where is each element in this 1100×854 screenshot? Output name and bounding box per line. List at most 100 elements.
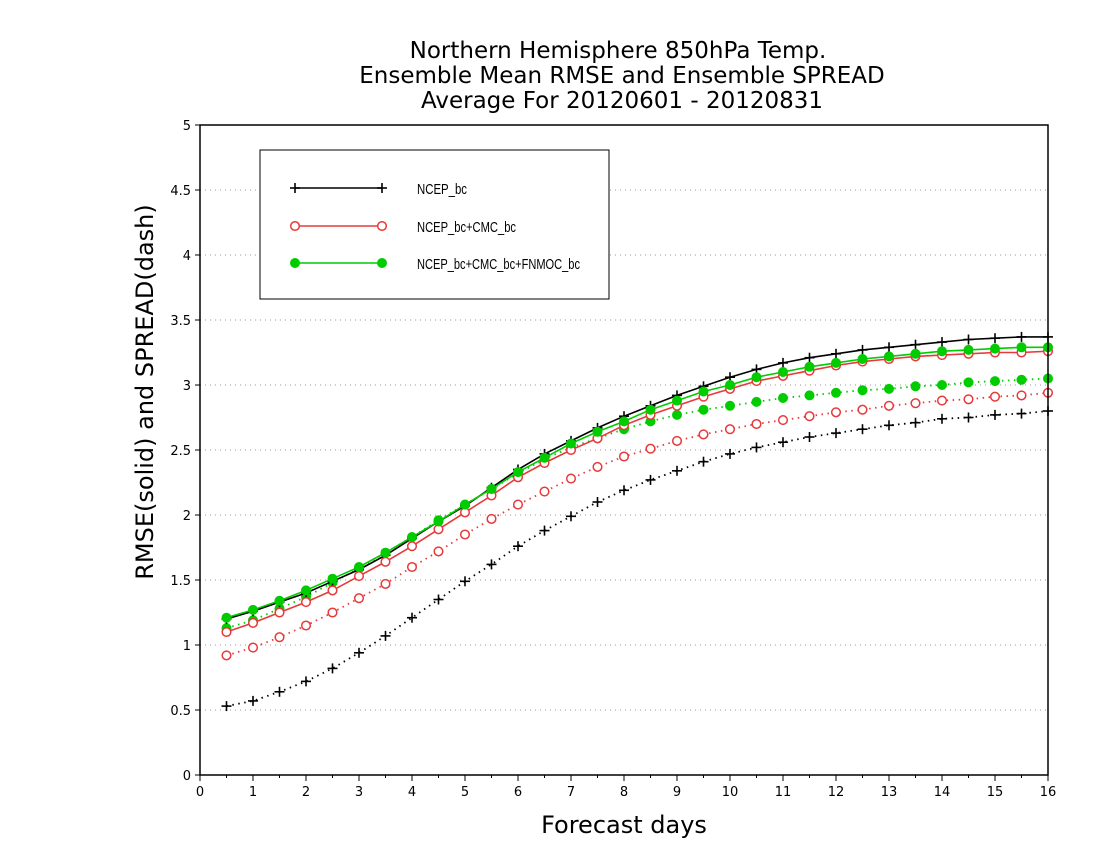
data-point bbox=[274, 632, 285, 643]
data-point bbox=[698, 404, 709, 415]
data-point bbox=[963, 412, 974, 423]
data-point bbox=[884, 342, 894, 353]
data-point bbox=[221, 701, 232, 712]
data-point bbox=[804, 390, 815, 401]
legend-label: NCEP_bc bbox=[417, 181, 467, 198]
data-point bbox=[751, 442, 762, 453]
data-point bbox=[937, 337, 947, 348]
data-point bbox=[937, 346, 948, 357]
series-line bbox=[226, 336, 1048, 620]
y-tick-label: 1.5 bbox=[170, 574, 191, 589]
data-point bbox=[884, 351, 895, 362]
data-point bbox=[274, 607, 285, 618]
data-point bbox=[1016, 374, 1027, 385]
data-point bbox=[513, 541, 523, 552]
data-point bbox=[406, 561, 418, 573]
series-spread-2 bbox=[221, 373, 1054, 634]
y-tick-label: 4.5 bbox=[170, 184, 191, 199]
x-tick-label: 3 bbox=[355, 785, 363, 800]
x-tick-label: 2 bbox=[302, 785, 310, 800]
data-point bbox=[327, 607, 338, 618]
data-point bbox=[645, 404, 656, 415]
data-point bbox=[990, 333, 1000, 344]
data-point bbox=[698, 456, 709, 467]
legend-items: NCEP_bc NCEP_bc+CMC_bc NCEP_bc+CMC_bc+FNMO… bbox=[289, 181, 580, 273]
data-point bbox=[406, 532, 417, 543]
x-tick-label: 0 bbox=[196, 785, 204, 800]
data-point bbox=[380, 547, 391, 558]
data-point bbox=[778, 392, 789, 403]
series-rmse-2 bbox=[221, 342, 1054, 623]
data-point bbox=[380, 556, 391, 567]
data-point bbox=[778, 437, 788, 448]
data-point bbox=[566, 438, 577, 449]
x-tick-label: 10 bbox=[722, 785, 739, 800]
x-tick-label: 4 bbox=[408, 785, 416, 800]
data-point bbox=[645, 443, 656, 454]
data-point bbox=[380, 578, 391, 589]
x-tick-label: 12 bbox=[828, 785, 845, 800]
title-line-1: Northern Hemisphere 850hPa Temp. bbox=[410, 38, 827, 64]
data-point bbox=[1016, 342, 1027, 353]
data-point bbox=[671, 435, 683, 446]
series-lines bbox=[221, 331, 1054, 712]
data-point bbox=[698, 429, 709, 440]
data-point bbox=[539, 486, 550, 497]
data-point bbox=[990, 343, 1001, 354]
data-point bbox=[857, 385, 868, 396]
data-point bbox=[247, 642, 259, 653]
legend-marker bbox=[290, 183, 300, 193]
data-point bbox=[751, 396, 762, 407]
data-point bbox=[910, 348, 921, 359]
data-point bbox=[619, 485, 629, 496]
data-point bbox=[884, 383, 895, 394]
x-tick-label: 7 bbox=[567, 785, 575, 800]
legend-item: NCEP_bc+CMC_bc+FNMOC_bc bbox=[289, 256, 580, 273]
legend-marker bbox=[377, 183, 387, 193]
data-point bbox=[247, 617, 259, 628]
series-line bbox=[226, 350, 1049, 633]
series-spread-0 bbox=[221, 406, 1053, 712]
data-point bbox=[804, 411, 815, 422]
data-point bbox=[460, 576, 470, 587]
data-point bbox=[300, 620, 312, 631]
data-point bbox=[990, 376, 1001, 387]
y-tick-label: 1 bbox=[183, 639, 191, 654]
data-point bbox=[725, 379, 736, 390]
data-point bbox=[300, 585, 311, 596]
data-point bbox=[804, 352, 815, 363]
x-tick-label: 8 bbox=[620, 785, 628, 800]
y-tick-label: 3.5 bbox=[170, 314, 191, 329]
legend-marker bbox=[289, 220, 301, 232]
legend-marker bbox=[376, 220, 388, 232]
data-point bbox=[353, 571, 365, 582]
data-point bbox=[963, 334, 974, 345]
data-point bbox=[1016, 408, 1027, 419]
title-line-3: Average For 20120601 - 20120831 bbox=[421, 88, 823, 114]
data-point bbox=[1016, 331, 1027, 342]
data-point bbox=[221, 612, 232, 623]
legend-marker bbox=[376, 257, 387, 268]
data-point bbox=[910, 417, 921, 428]
data-point bbox=[778, 366, 789, 377]
x-tick-label: 16 bbox=[1040, 785, 1057, 800]
data-point bbox=[936, 395, 948, 406]
data-point bbox=[592, 497, 603, 507]
data-point bbox=[300, 597, 312, 608]
data-point bbox=[857, 344, 868, 355]
data-point bbox=[592, 426, 603, 437]
data-point bbox=[831, 348, 841, 359]
legend-label: NCEP_bc+CMC_bc bbox=[417, 219, 516, 236]
x-axis-title: Forecast days bbox=[541, 811, 707, 839]
data-point bbox=[486, 559, 497, 570]
data-point bbox=[566, 511, 576, 522]
data-point bbox=[963, 377, 974, 388]
data-point bbox=[804, 361, 815, 372]
series-line bbox=[226, 410, 1049, 707]
data-point bbox=[512, 499, 524, 510]
x-tick-label: 13 bbox=[881, 785, 898, 800]
series-rmse-1 bbox=[221, 346, 1054, 638]
y-tick-label: 2 bbox=[183, 509, 191, 524]
